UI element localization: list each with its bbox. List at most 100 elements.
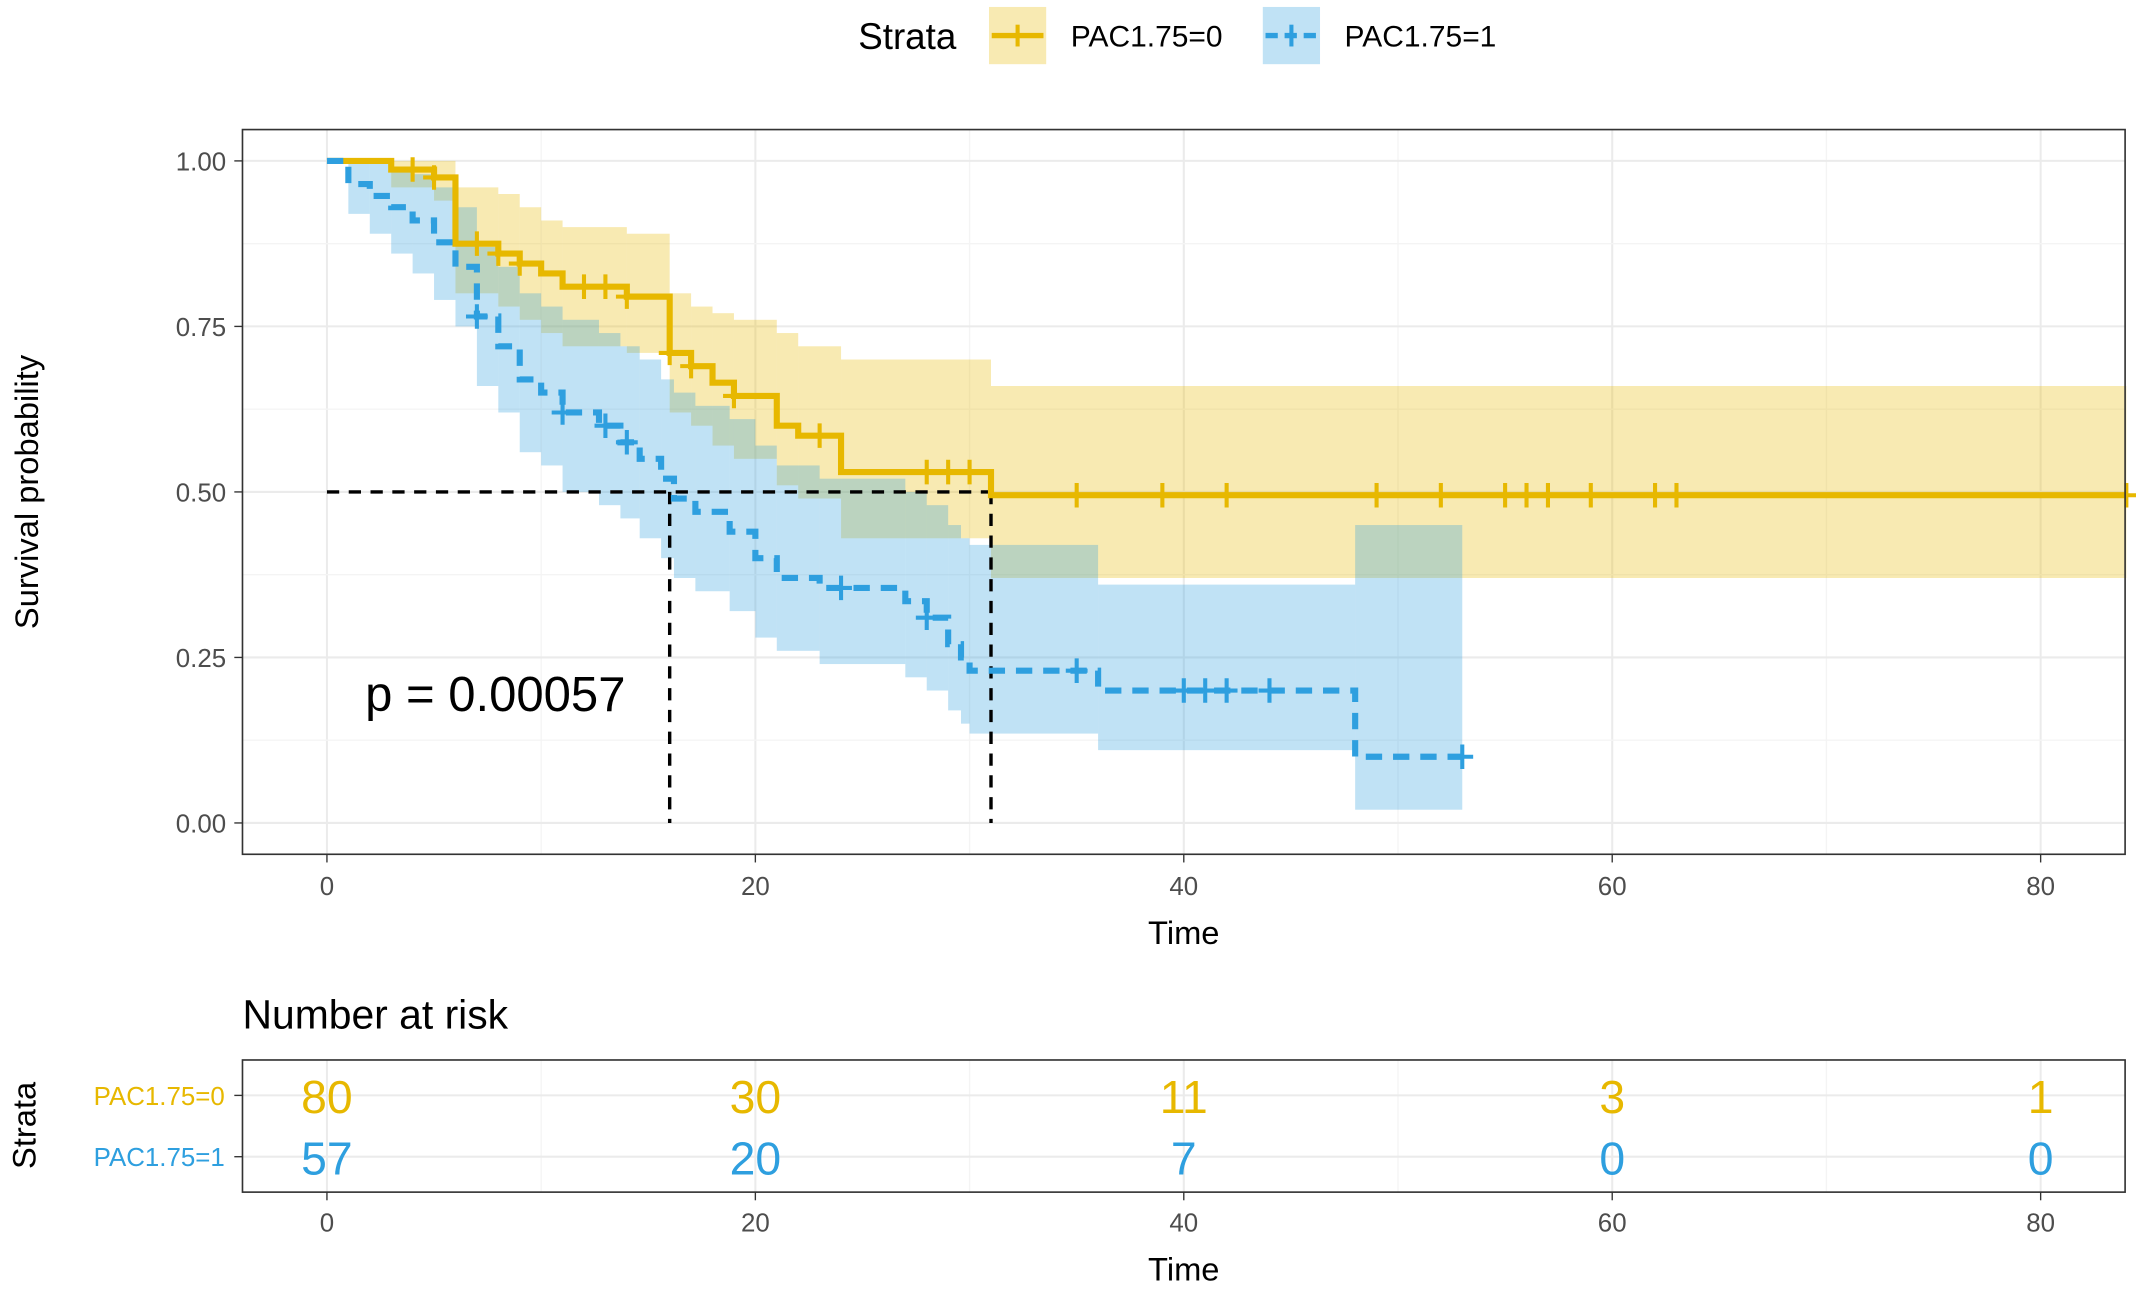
censor-mark-s0 (615, 284, 638, 309)
x-tick-label: 80 (2026, 873, 2055, 901)
censor-mark-s1 (1215, 678, 1238, 703)
risk-count: 80 (301, 1071, 353, 1123)
ci-band-s1 (819, 478, 906, 665)
y-tick-label: 0.00 (176, 810, 226, 838)
ci-band-s1 (776, 465, 820, 651)
ci-band-s1 (519, 293, 542, 453)
censor-mark-s0 (1494, 482, 1517, 508)
x-tick-label: 0 (320, 873, 334, 901)
censor-mark-s0 (1365, 482, 1388, 508)
ci-band-s1 (498, 266, 520, 413)
censor-mark-s0 (915, 459, 938, 485)
risk-count: 0 (1599, 1132, 1625, 1184)
legend-label-s0: PAC1.75=0 (1071, 20, 1223, 53)
censor-mark-s1 (1451, 744, 1474, 770)
ci-band-s1 (348, 160, 370, 214)
y-tick-label: 0.25 (176, 645, 226, 673)
ci-band-s1 (729, 419, 756, 612)
x-tick-label: 40 (1169, 873, 1198, 901)
ci-band-s1 (969, 544, 1099, 734)
censor-mark-s0 (1644, 482, 1666, 508)
censor-mark-s0 (508, 251, 531, 276)
y-tick-label: 0.75 (176, 314, 226, 342)
ci-band-s0 (434, 160, 456, 201)
ci-band-s1 (1098, 584, 1356, 751)
legend-label-s1: PAC1.75=1 (1345, 20, 1497, 53)
censor-mark-s0 (1537, 482, 1559, 508)
censor-mark-s1 (1194, 678, 1217, 703)
risk-count: 7 (1171, 1132, 1197, 1184)
risk-x-axis-title: Time (1148, 1251, 1219, 1288)
censor-mark-s0 (2115, 482, 2136, 508)
censor-mark-s0 (465, 231, 488, 256)
censor-mark-s0 (1215, 482, 1238, 508)
ci-band-s0 (712, 313, 734, 446)
censor-mark-s0 (573, 274, 595, 299)
ci-band-s1 (391, 167, 413, 254)
ci-band-s1 (639, 359, 662, 539)
ci-band-s1 (562, 319, 599, 492)
censor-mark-s0 (808, 423, 831, 448)
censor-mark-s0 (1665, 482, 1688, 508)
ci-band-s1 (620, 346, 640, 519)
risk-y-axis-title: Strata (5, 1081, 42, 1169)
y-tick-label: 1.00 (176, 148, 226, 176)
censor-mark-s1 (465, 304, 488, 329)
survival-curve-s0 (326, 157, 2127, 499)
risk-x-tick-label: 80 (2026, 1210, 2055, 1238)
ci-band-s1 (673, 392, 696, 578)
censor-marks (401, 157, 2136, 770)
y-axis-ticks: 0.00 0.25 0.50 0.75 1.00 (176, 148, 243, 838)
ci-band-s1 (598, 333, 621, 506)
ci-band-s1 (905, 491, 927, 678)
risk-count: 57 (301, 1132, 353, 1184)
risk-x-tick-label: 0 (320, 1210, 334, 1238)
censor-mark-s0 (658, 340, 681, 366)
censor-mark-s0 (487, 241, 510, 266)
ci-band-s0 (841, 359, 991, 539)
risk-x-tick-label: 40 (1169, 1210, 1198, 1238)
censor-mark-s1 (594, 413, 617, 438)
ci-band-s0 (776, 333, 799, 486)
ci-band-s1 (541, 306, 563, 466)
ci-band-s1 (961, 538, 970, 724)
confidence-bands (348, 160, 2127, 810)
risk-count: 3 (1599, 1071, 1625, 1123)
legend-title: Strata (858, 16, 957, 57)
survival-curves (326, 157, 2127, 760)
ci-band-s1 (661, 379, 674, 559)
censor-mark-s1 (551, 400, 574, 425)
risk-x-tick-label: 20 (741, 1210, 770, 1238)
ci-band-s1 (948, 525, 962, 711)
censor-mark-s0 (1065, 482, 1088, 508)
ci-band-s0 (733, 319, 777, 459)
censor-mark-s1 (1172, 678, 1195, 703)
risk-row-label: PAC1.75=1 (94, 1144, 225, 1172)
risk-count: 20 (730, 1132, 782, 1184)
censor-mark-s0 (594, 274, 617, 299)
risk-count: 1 (2028, 1071, 2054, 1123)
risk-x-axis-ticks: 0 20 40 60 80 (320, 1192, 2055, 1238)
ci-band-s1 (1355, 525, 1463, 810)
censor-mark-s0 (937, 459, 960, 485)
risk-table-values: PAC1.75=0 80 30 11 3 1 PAC1.75=1 57 20 7 0 0 (94, 1071, 2054, 1184)
censor-mark-s1 (1065, 658, 1088, 683)
x-axis-title: Time (1148, 914, 1219, 951)
survival-curve-s1 (326, 157, 1463, 760)
ci-band-s0 (798, 346, 842, 499)
censor-mark-s0 (401, 157, 424, 182)
y-axis-title: Survival probability (8, 354, 45, 629)
ci-band-s1 (695, 405, 730, 592)
risk-count: 30 (730, 1071, 782, 1123)
risk-x-tick-label: 60 (1598, 1210, 1627, 1238)
p-value: p = 0.00057 (365, 668, 625, 722)
censor-mark-s0 (1515, 482, 1538, 508)
plot-grid (242, 129, 2126, 855)
x-axis-ticks: 0 20 40 60 80 (320, 854, 2055, 901)
censor-mark-s1 (615, 430, 638, 455)
median-lines (326, 490, 993, 823)
censor-mark-s0 (723, 383, 745, 409)
x-tick-label: 20 (741, 873, 770, 901)
x-tick-label: 60 (1598, 873, 1627, 901)
